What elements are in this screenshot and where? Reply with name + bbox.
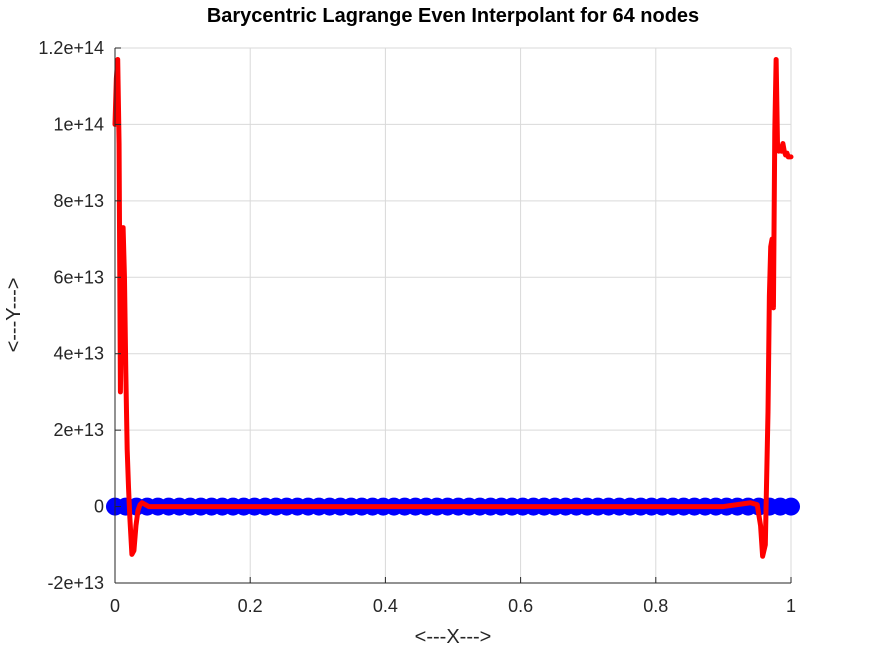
y-tick-label: 8e+13	[53, 191, 104, 211]
plot-area	[115, 48, 791, 583]
series-layer	[106, 56, 800, 559]
ticks: 0 0.2 0.4 0.6 0.8 1 -2e+13 0 2e+13 4e+13 6e+13 8e+1…	[38, 38, 796, 616]
x-tick-label: 0.8	[643, 596, 668, 616]
y-tick-label: 1e+14	[53, 114, 104, 134]
y-tick-label: 6e+13	[53, 267, 104, 287]
y-tick-label: 0	[94, 497, 104, 517]
y-tick-label: 2e+13	[53, 420, 104, 440]
x-tick-label: 0.4	[373, 596, 398, 616]
y-tick-label: -2e+13	[47, 573, 104, 593]
y-tick-label: 4e+13	[53, 344, 104, 364]
node-marker	[782, 497, 800, 516]
x-tick-label: 0.6	[508, 596, 533, 616]
axes	[114, 48, 791, 584]
x-tick-label: 0	[110, 596, 120, 616]
y-tick-label: 1.2e+14	[38, 38, 104, 58]
interpolant-line	[112, 56, 794, 559]
x-tick-label: 0.2	[238, 596, 263, 616]
x-tick-label: 1	[786, 596, 796, 616]
x-axis-label: <---X--->	[415, 626, 492, 648]
y-axis-label: <---Y--->	[3, 278, 25, 353]
chart-title: Barycentric Lagrange Even Interpolant fo…	[207, 5, 699, 27]
